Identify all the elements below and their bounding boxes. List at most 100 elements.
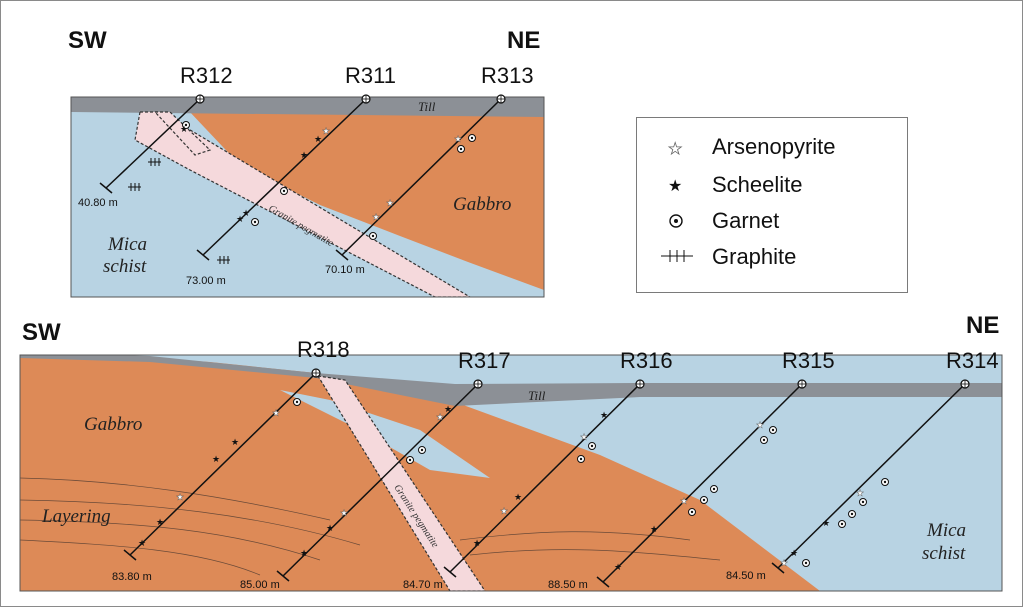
legend-label-garnet: Garnet (712, 208, 779, 233)
garnet-icon (700, 496, 708, 504)
layering-lines (20, 477, 721, 576)
scheelite-icon: ★ (242, 208, 250, 218)
top-section-border (70, 96, 545, 298)
top-sw-label: SW (68, 27, 107, 54)
scheelite-icon: ★ (300, 548, 308, 558)
arsenopyrite-icon: ★ (436, 412, 444, 422)
depth-label-r318: 83.80 m (112, 571, 152, 583)
bottom-gabbro-area (20, 357, 820, 591)
garnet-icon (293, 398, 301, 406)
depth-label-r317: 85.00 m (240, 579, 280, 591)
garnet-icon (881, 478, 889, 486)
arsenopyrite-icon: ★ (322, 126, 330, 136)
top-gabbro-area (188, 110, 544, 290)
depth-label-r313: 70.10 m (325, 264, 365, 276)
drillhole-r312: R312 40.80 m (78, 63, 233, 209)
bottom-section-border (19, 354, 1003, 592)
drillhole-r315: R315 88.50 m (548, 348, 835, 591)
garnet-icon (280, 187, 288, 195)
garnet-icon (838, 520, 846, 528)
hole-label-r314: R314 (946, 348, 999, 373)
arsenopyrite-icon: ★ (780, 558, 788, 568)
bottom-mica-label-1: Mica (926, 520, 966, 541)
garnet-icon (577, 455, 585, 463)
legend-item-graphite: Graphite (661, 244, 796, 269)
garnet-icon (457, 145, 465, 153)
depth-label-r312: 40.80 m (78, 197, 118, 209)
garnet-icon (468, 134, 476, 142)
legend-label-graphite: Graphite (712, 244, 796, 269)
scheelite-icon: ★ (614, 562, 622, 572)
legend (636, 117, 908, 293)
scheelite-icon: ★ (473, 538, 481, 548)
legend-item-garnet: Garnet (669, 208, 779, 233)
depth-label-r314: 84.50 m (726, 570, 766, 582)
hole-label-r312: R312 (180, 63, 233, 88)
bottom-ne-label: NE (966, 312, 999, 339)
top-ne-label: NE (507, 27, 540, 54)
garnet-icon (369, 232, 377, 240)
garnet-icon (182, 121, 190, 129)
top-mica-label-1: Mica (107, 234, 147, 255)
scheelite-icon: ★ (822, 518, 830, 528)
legend-label-arsenopyrite: Arsenopyrite (712, 134, 836, 159)
scheelite-icon: ★ (790, 548, 798, 558)
graphite-icon (217, 256, 230, 264)
top-till-layer (71, 97, 544, 117)
bottom-gabbro-label: Gabbro (84, 414, 142, 435)
bottom-till-label: Till (528, 388, 546, 403)
legend-label-scheelite: Scheelite (712, 172, 803, 197)
bottom-section: SW NE Till Gabbro Layering Mica schist G… (19, 312, 1003, 592)
arsenopyrite-icon: ★ (856, 488, 864, 498)
garnet-icon (760, 436, 768, 444)
arsenopyrite-icon: ★ (340, 508, 348, 518)
bottom-pegmatite-dyke (316, 375, 486, 591)
top-section: SW NE Till Gabbro Mica schist Granite pe… (68, 27, 545, 298)
top-mica-label-2: schist (103, 256, 147, 277)
hole-label-r318: R318 (297, 337, 350, 362)
arsenopyrite-icon: ★ (272, 408, 280, 418)
garnet-icon (769, 426, 777, 434)
drillhole-r316: R316 84.70 m (403, 348, 673, 591)
bottom-mica-label-2: schist (922, 543, 966, 564)
hole-label-r316: R316 (620, 348, 673, 373)
graphite-icon (148, 158, 161, 166)
hole-label-r317: R317 (458, 348, 511, 373)
depth-label-r311: 73.00 m (186, 275, 226, 287)
cross-hatch-icon (661, 250, 693, 262)
scheelite-icon: ★ (444, 404, 452, 414)
hole-label-r315: R315 (782, 348, 835, 373)
top-pegmatite-branch (153, 111, 212, 156)
scheelite-icon: ★ (180, 124, 188, 134)
drillhole-r314: R314 84.50 m (726, 348, 999, 582)
legend-item-scheelite: ★ Scheelite (668, 172, 803, 197)
drillhole-r311: R311 73.00 m (186, 63, 396, 287)
arsenopyrite-icon: ★ (500, 506, 508, 516)
scheelite-icon: ★ (212, 454, 220, 464)
drillhole-r317: R317 85.00 m (240, 348, 511, 591)
garnet-icon (418, 446, 426, 454)
garnet-icon (588, 442, 596, 450)
top-mineral-symbols: ★ ★ ★ ★ ★ ★ ★ ★ ★ (128, 121, 476, 264)
bottom-sw-label: SW (22, 319, 61, 346)
bottom-mineral-symbols: ★ ★ ★ ★ ★ ★ ★ ★ ★ ★ ★ ★ ★ ★ ★ ★ ★ ★ ★ ★ … (138, 398, 889, 572)
garnet-icon (688, 508, 696, 516)
scheelite-icon: ★ (231, 437, 239, 447)
arsenopyrite-icon: ★ (680, 496, 688, 506)
scheelite-icon: ★ (300, 150, 308, 160)
arsenopyrite-icon: ★ (756, 420, 764, 430)
arsenopyrite-icon: ★ (176, 492, 184, 502)
arsenopyrite-icon: ★ (372, 212, 380, 222)
bottom-gabbro-wedge (280, 390, 490, 478)
drillhole-r318: R318 83.80 m (112, 337, 350, 583)
garnet-icon (802, 559, 810, 567)
depth-label-r315: 88.50 m (548, 579, 588, 591)
scheelite-icon: ★ (514, 492, 522, 502)
hole-label-r313: R313 (481, 63, 534, 88)
dotted-circle-icon (669, 214, 683, 228)
hole-label-r311: R311 (345, 63, 396, 88)
arsenopyrite-icon: ★ (580, 432, 588, 442)
legend-item-arsenopyrite: ★ Arsenopyrite (668, 134, 836, 159)
garnet-icon (251, 218, 259, 226)
